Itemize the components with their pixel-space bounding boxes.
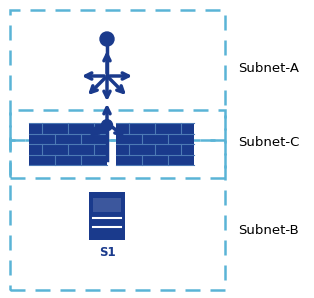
Bar <box>10 140 225 290</box>
Circle shape <box>100 32 114 46</box>
Bar <box>93 198 122 212</box>
Text: Subnet-A: Subnet-A <box>238 61 299 74</box>
Text: Subnet-B: Subnet-B <box>238 224 299 237</box>
Text: iLB: iLB <box>115 126 133 136</box>
Bar <box>10 10 225 140</box>
Bar <box>89 192 125 240</box>
Bar <box>29 123 107 165</box>
Bar <box>10 110 225 178</box>
Circle shape <box>101 120 112 131</box>
Text: Subnet-C: Subnet-C <box>238 136 299 150</box>
Text: FW-2: FW-2 <box>140 136 170 146</box>
Text: FW-1: FW-1 <box>53 136 83 146</box>
Bar <box>116 123 194 165</box>
Text: S1: S1 <box>99 246 115 259</box>
